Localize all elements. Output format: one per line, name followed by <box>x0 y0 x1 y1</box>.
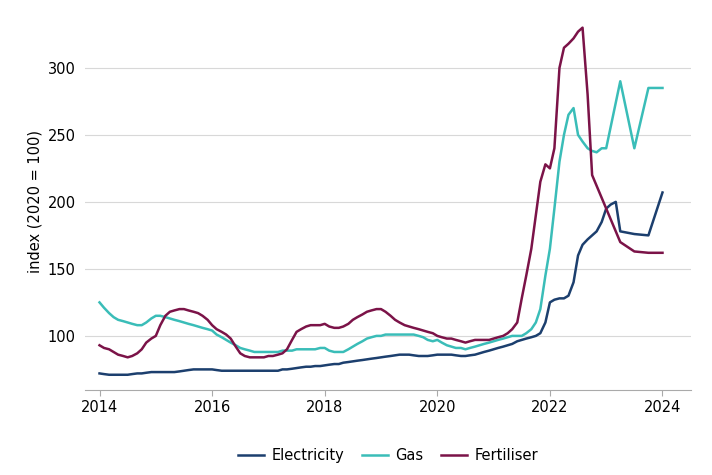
Gas <box>616 78 624 84</box>
Fertiliser <box>293 329 301 335</box>
Fertiliser <box>123 354 132 360</box>
Fertiliser <box>95 342 104 348</box>
Gas <box>494 337 503 343</box>
Line: Electricity: Electricity <box>100 192 662 375</box>
Fertiliser <box>658 250 666 256</box>
Y-axis label: index (2020 = 100): index (2020 = 100) <box>27 130 42 274</box>
Fertiliser <box>217 329 226 335</box>
Line: Fertiliser: Fertiliser <box>100 28 662 357</box>
Gas <box>114 317 122 323</box>
Gas <box>95 300 104 305</box>
Gas <box>110 314 118 320</box>
Legend: Electricity, Gas, Fertiliser: Electricity, Gas, Fertiliser <box>232 442 544 468</box>
Electricity <box>273 368 282 374</box>
Gas <box>250 349 258 355</box>
Electricity <box>95 370 104 376</box>
Gas <box>588 148 597 154</box>
Electricity <box>222 368 231 374</box>
Electricity <box>170 369 179 375</box>
Fertiliser <box>630 248 639 254</box>
Fertiliser <box>339 323 347 329</box>
Gas <box>658 85 666 91</box>
Fertiliser <box>578 25 587 30</box>
Electricity <box>424 353 432 359</box>
Line: Gas: Gas <box>100 81 662 352</box>
Gas <box>536 306 545 312</box>
Electricity <box>302 364 310 370</box>
Electricity <box>658 190 666 195</box>
Fertiliser <box>400 323 409 328</box>
Electricity <box>570 279 578 285</box>
Electricity <box>105 372 113 378</box>
Fertiliser <box>231 344 240 350</box>
Gas <box>268 349 277 355</box>
